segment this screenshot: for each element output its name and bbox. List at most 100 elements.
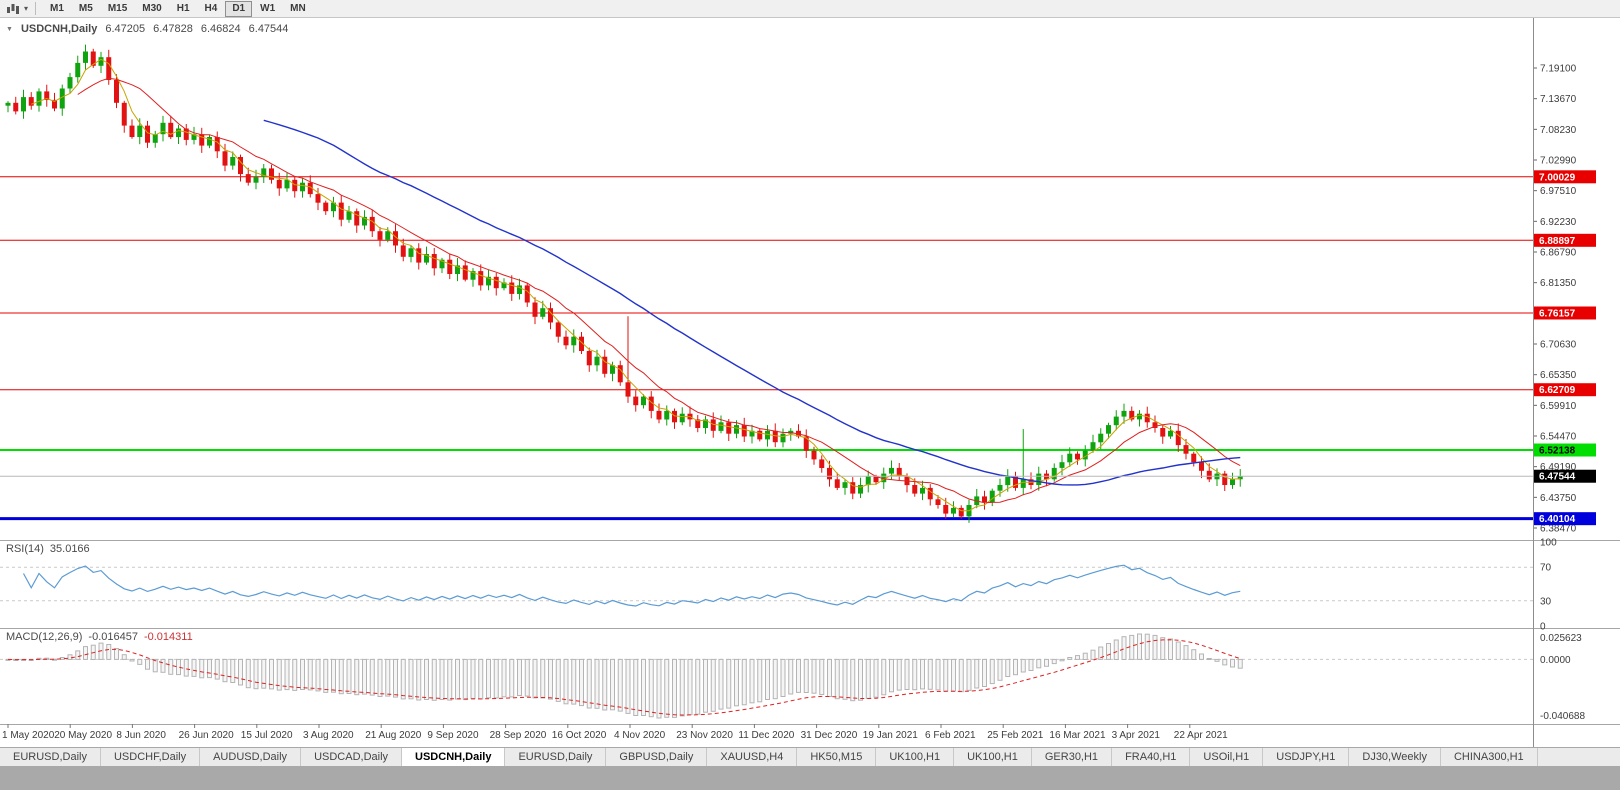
macd-histogram-bar xyxy=(152,658,158,673)
current-price-tag xyxy=(1534,469,1596,483)
ohlc-high: 6.47828 xyxy=(153,23,193,35)
date-axis-label: 26 Jun 2020 xyxy=(179,730,234,741)
tab-eurusd-daily[interactable]: EURUSD,Daily xyxy=(505,748,607,766)
macd-histogram-bar xyxy=(695,658,701,715)
tf-button-m30[interactable]: M30 xyxy=(142,2,162,14)
candle-body xyxy=(90,51,96,66)
macd-histogram-bar xyxy=(269,658,274,690)
tab-usoil-h1[interactable]: USOil,H1 xyxy=(1190,748,1264,766)
macd-histogram-bar xyxy=(222,658,228,683)
tab-usdjpy-h1[interactable]: USDJPY,H1 xyxy=(1263,748,1350,766)
macd-histogram-bar xyxy=(408,658,414,700)
macd-histogram-bar xyxy=(1230,658,1235,668)
macd-histogram-bar xyxy=(385,658,391,697)
macd-histogram-bar xyxy=(447,658,453,701)
tab-eurusd-daily[interactable]: EURUSD,Daily xyxy=(0,748,101,766)
price-axis-label: 6.86790 xyxy=(1540,248,1577,259)
hline-price-tag xyxy=(1534,443,1596,457)
date-axis-label: 19 Jan 2021 xyxy=(863,730,918,741)
candle-body xyxy=(765,430,770,440)
candle-body xyxy=(1152,422,1158,428)
candle-body xyxy=(191,134,197,140)
tf-button-mn[interactable]: MN xyxy=(290,2,306,14)
collapse-icon[interactable]: ▼ xyxy=(6,25,13,33)
tf-button-h4[interactable]: H4 xyxy=(204,2,218,14)
macd-histogram-bar xyxy=(284,658,290,691)
candle-body xyxy=(486,276,491,286)
tab-uk100-h1[interactable]: UK100,H1 xyxy=(954,748,1032,766)
candle-body xyxy=(462,265,468,280)
macd-histogram-bar xyxy=(253,658,259,690)
chart-tabs-bar: EURUSD,Daily USDCHF,Daily AUDUSD,Daily USDC… xyxy=(0,747,1620,766)
macd-histogram-bar xyxy=(796,658,801,693)
macd-histogram-bar xyxy=(757,658,763,703)
macd-histogram-bar xyxy=(904,658,910,691)
macd-name: MACD(12,26,9) xyxy=(6,631,83,643)
candle-body xyxy=(455,265,460,274)
candle-body xyxy=(1090,442,1096,451)
candle-body xyxy=(245,174,251,183)
macd-histogram-bar xyxy=(400,658,406,700)
date-axis-label: 21 Aug 2020 xyxy=(365,730,422,741)
tab-gbpusd-daily[interactable]: GBPUSD,Daily xyxy=(606,748,708,766)
candle-body xyxy=(811,450,817,460)
chart-type-dropdown-icon[interactable]: ▾ xyxy=(24,4,29,13)
hline-price-tag xyxy=(1534,170,1596,184)
candle-body xyxy=(44,91,50,100)
macd-histogram-bar xyxy=(245,658,251,689)
moving-average-34 xyxy=(263,119,1241,486)
macd-histogram-bar xyxy=(416,658,422,701)
macd-histogram-bar xyxy=(594,658,600,709)
tf-button-h1[interactable]: H1 xyxy=(176,2,190,14)
hline-price-tag xyxy=(1534,383,1596,397)
macd-histogram-bar xyxy=(772,658,778,700)
tab-ger30-h1[interactable]: GER30,H1 xyxy=(1031,748,1113,766)
tab-dj30-weekly[interactable]: DJ30,Weekly xyxy=(1349,748,1441,766)
candle-body xyxy=(610,365,615,374)
tab-usdchf-daily[interactable]: USDCHF,Daily xyxy=(100,748,201,766)
macd-histogram-bar xyxy=(121,654,127,660)
tab-usdcnh-daily[interactable]: USDCNH,Daily xyxy=(402,748,506,766)
candle-body xyxy=(772,430,778,443)
date-axis-label: 9 Sep 2020 xyxy=(427,730,479,741)
macd-histogram-bar xyxy=(540,658,546,699)
candle-body xyxy=(5,102,11,106)
price-axis-label: 7.02990 xyxy=(1540,156,1577,167)
tf-button-m15[interactable]: M15 xyxy=(107,2,128,14)
candle-body xyxy=(586,351,592,366)
macd-histogram-bar xyxy=(1082,652,1088,661)
candle-body xyxy=(927,487,933,500)
window-bottom-strip xyxy=(0,766,1620,790)
macd-histogram-bar xyxy=(1168,638,1173,660)
tab-hk50-m15[interactable]: HK50,M15 xyxy=(797,748,877,766)
tf-button-m5[interactable]: M5 xyxy=(78,2,93,14)
tab-xauusd-h4[interactable]: XAUUSD,H4 xyxy=(707,748,798,766)
tab-audusd-daily[interactable]: AUDUSD,Daily xyxy=(200,748,302,766)
macd-histogram-bar xyxy=(718,658,724,710)
tab-uk100-h1[interactable]: UK100,H1 xyxy=(876,748,955,766)
macd-histogram-bar xyxy=(114,648,119,660)
candle-body xyxy=(1191,453,1197,463)
chart-type-icon[interactable] xyxy=(4,1,22,16)
macd-histogram-bar xyxy=(679,658,685,717)
chart-background xyxy=(0,18,1620,747)
date-axis-label: 4 Nov 2020 xyxy=(614,730,666,741)
tf-button-m1[interactable]: M1 xyxy=(50,2,64,14)
macd-histogram-bar xyxy=(788,658,794,695)
tab-china300-h1[interactable]: CHINA300,H1 xyxy=(1440,748,1538,766)
tab-fra40-h1[interactable]: FRA40,H1 xyxy=(1112,748,1191,766)
candle-body xyxy=(594,356,600,366)
macd-indicator-label: MACD(12,26,9) -0.016457 -0.014311 xyxy=(6,631,193,643)
timeframe-buttons: M1 M5 M15 M30 H1 H4 D1 W1 MN xyxy=(43,0,313,17)
chart-area[interactable]: 7.19100 7.13670 7.08230 7.02990 6.97510 6.922… xyxy=(0,18,1620,747)
toolbar-separator xyxy=(35,2,37,15)
macd-histogram-bar xyxy=(927,658,933,690)
candle-body xyxy=(52,99,57,109)
tf-button-d1[interactable]: D1 xyxy=(225,0,253,17)
candle-body xyxy=(1106,425,1111,434)
tab-usdcad-daily[interactable]: USDCAD,Daily xyxy=(301,748,403,766)
candle-body xyxy=(633,396,639,406)
tf-button-w1[interactable]: W1 xyxy=(260,2,276,14)
candle-body xyxy=(889,467,894,474)
macd-histogram-bar xyxy=(579,658,584,707)
